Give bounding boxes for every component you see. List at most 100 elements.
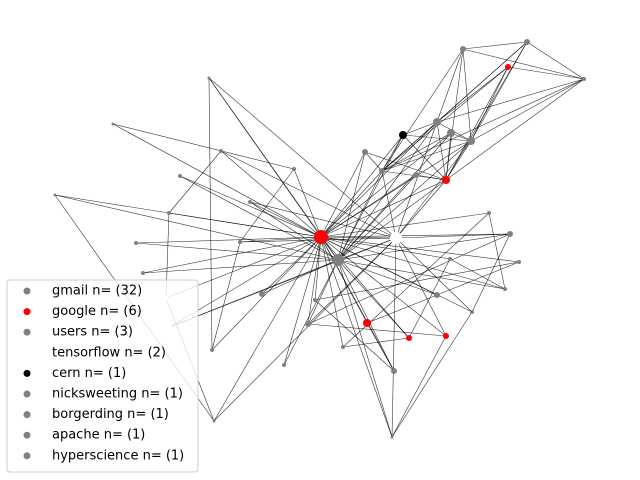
edge — [436, 78, 585, 123]
node — [433, 118, 441, 126]
nodes — [53, 39, 586, 439]
legend-label: apache n= (1) — [52, 428, 145, 443]
legend-label: borgerding n= (1) — [52, 407, 169, 422]
node — [406, 335, 412, 341]
edge — [142, 236, 322, 274]
edge — [142, 259, 339, 274]
edge — [314, 299, 395, 372]
node — [447, 129, 455, 137]
edge — [249, 201, 339, 261]
edge — [307, 236, 322, 325]
node — [178, 174, 182, 178]
edge — [337, 179, 447, 261]
edge — [395, 121, 438, 239]
node — [470, 310, 474, 314]
edge — [307, 259, 339, 325]
edge — [320, 236, 410, 339]
edge — [261, 236, 322, 295]
edge — [293, 168, 322, 238]
legend-label: google n= (6) — [52, 304, 142, 319]
edge — [402, 121, 438, 136]
node — [210, 348, 214, 352]
node — [517, 260, 521, 264]
edge — [314, 261, 520, 301]
edge — [507, 66, 585, 80]
edge — [239, 236, 322, 243]
edge — [213, 237, 397, 422]
edge — [337, 170, 383, 261]
edge — [320, 236, 506, 290]
edge — [381, 48, 464, 172]
edge — [381, 134, 404, 172]
node — [259, 291, 265, 297]
edges — [54, 41, 585, 438]
edge — [381, 121, 438, 172]
node — [413, 172, 419, 178]
node — [134, 241, 138, 245]
node — [248, 200, 252, 204]
edge — [337, 259, 395, 372]
node — [460, 46, 466, 52]
edge — [208, 77, 213, 351]
edge — [436, 48, 464, 123]
node — [390, 232, 402, 244]
edge — [213, 236, 322, 422]
edge — [135, 236, 322, 244]
edge — [526, 41, 585, 80]
edge — [445, 41, 528, 181]
edge — [320, 236, 447, 337]
edge — [320, 179, 447, 238]
edge — [364, 151, 447, 181]
edge — [320, 151, 366, 238]
edge — [320, 236, 344, 348]
node — [341, 345, 345, 349]
edge — [307, 233, 511, 325]
edge — [381, 132, 452, 172]
node — [379, 168, 385, 174]
edge — [112, 123, 322, 238]
node — [219, 149, 223, 153]
node — [238, 240, 242, 244]
edge — [462, 48, 585, 80]
legend-box — [6, 279, 199, 473]
edge — [445, 140, 472, 181]
legend-label: tensorflow n= (2) — [52, 345, 166, 360]
edge — [436, 261, 520, 296]
legend-marker — [23, 452, 31, 460]
node — [167, 211, 171, 215]
edge — [320, 233, 511, 238]
edge — [445, 48, 464, 181]
edge — [488, 212, 506, 290]
edge — [470, 66, 509, 142]
node — [363, 319, 371, 327]
edge — [436, 66, 509, 123]
edge — [381, 66, 509, 172]
edge — [220, 150, 322, 238]
legend-label: hyperscience n= (1) — [52, 448, 184, 463]
node — [391, 368, 397, 374]
legend-label: nicksweeting n= (1) — [52, 387, 183, 402]
legend: gmail n= (32) google n= (6) users n= (3) te… — [6, 279, 199, 473]
edge — [395, 233, 511, 239]
edge — [445, 66, 509, 181]
legend-marker — [23, 287, 31, 295]
legend-label: cern n= (1) — [52, 366, 126, 381]
edge — [168, 212, 322, 238]
edge — [470, 78, 585, 142]
edge — [112, 123, 295, 170]
edge — [445, 78, 585, 181]
edge — [391, 311, 473, 438]
node — [313, 298, 317, 302]
node — [314, 230, 328, 244]
legend-label: gmail n= (32) — [52, 284, 142, 299]
edge — [208, 77, 339, 261]
node — [53, 193, 57, 197]
edge — [314, 236, 322, 301]
edge — [366, 322, 395, 372]
edge — [337, 174, 417, 261]
edge — [320, 236, 438, 296]
node — [207, 76, 211, 80]
edge — [337, 140, 472, 261]
